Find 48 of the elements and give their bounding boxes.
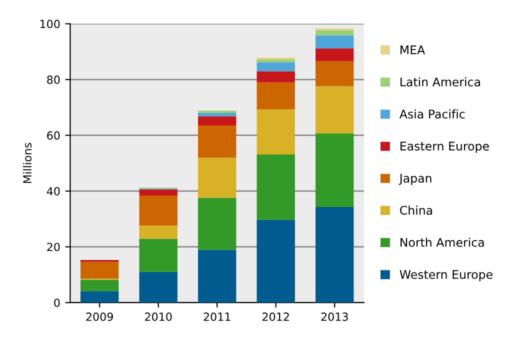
legend-label: Japan [398, 174, 432, 185]
bar [139, 226, 178, 239]
bar [316, 206, 354, 303]
x-tick-label: 2012 [262, 312, 289, 321]
bar [198, 126, 236, 158]
x-tick-label: 2011 [204, 312, 230, 321]
bar [316, 48, 354, 62]
bar [316, 133, 354, 207]
x-tick-label: 2009 [86, 312, 113, 321]
bar [139, 189, 178, 196]
y-axis-title: Millions [22, 142, 32, 183]
y-tick-label: 0 [54, 298, 60, 307]
bar [316, 61, 354, 86]
legend-label: Western Europe [400, 270, 492, 282]
bar [80, 291, 119, 303]
x-tick-label: 2013 [321, 312, 348, 321]
bar [316, 30, 354, 36]
bar [139, 238, 178, 272]
y-tick-label: 80 [47, 76, 60, 84]
x-tick-label: 2010 [145, 312, 172, 321]
bar [80, 280, 119, 292]
bar [139, 272, 178, 303]
bar [316, 86, 354, 134]
legend-label: MEA [400, 46, 426, 54]
bar [256, 71, 295, 82]
bar [256, 220, 295, 303]
bar [198, 198, 236, 250]
y-tick-label: 40 [46, 187, 60, 196]
bar [256, 154, 295, 220]
bar [256, 59, 295, 62]
bar [256, 109, 295, 155]
bar [139, 196, 178, 226]
y-tick-label: 20 [47, 242, 60, 252]
bar [80, 262, 119, 279]
bar [316, 35, 354, 48]
legend-label: China [400, 206, 432, 215]
legend-label: North America [400, 238, 484, 247]
legend-label: Eastern Europe [400, 142, 489, 153]
y-tick-label: 100 [40, 20, 60, 28]
legend-label: Asia Pacific [399, 109, 465, 118]
bar [198, 116, 236, 126]
bar [198, 158, 236, 198]
bar [256, 82, 295, 110]
legend-label: Latin America [400, 77, 480, 86]
y-tick-label: 60 [47, 131, 60, 140]
bar [198, 113, 236, 116]
bar [198, 250, 236, 303]
bar [256, 62, 295, 72]
